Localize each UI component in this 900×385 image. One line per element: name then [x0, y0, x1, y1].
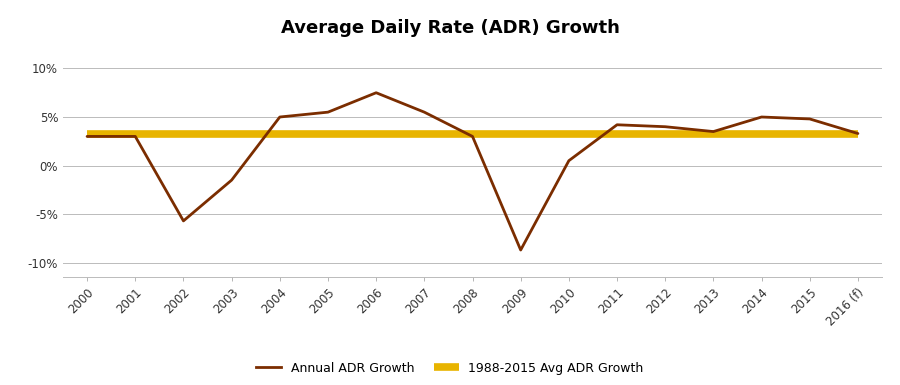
Legend: Annual ADR Growth, 1988-2015 Avg ADR Growth: Annual ADR Growth, 1988-2015 Avg ADR Gro…	[256, 362, 644, 375]
Text: Average Daily Rate (ADR) Growth: Average Daily Rate (ADR) Growth	[281, 19, 619, 37]
